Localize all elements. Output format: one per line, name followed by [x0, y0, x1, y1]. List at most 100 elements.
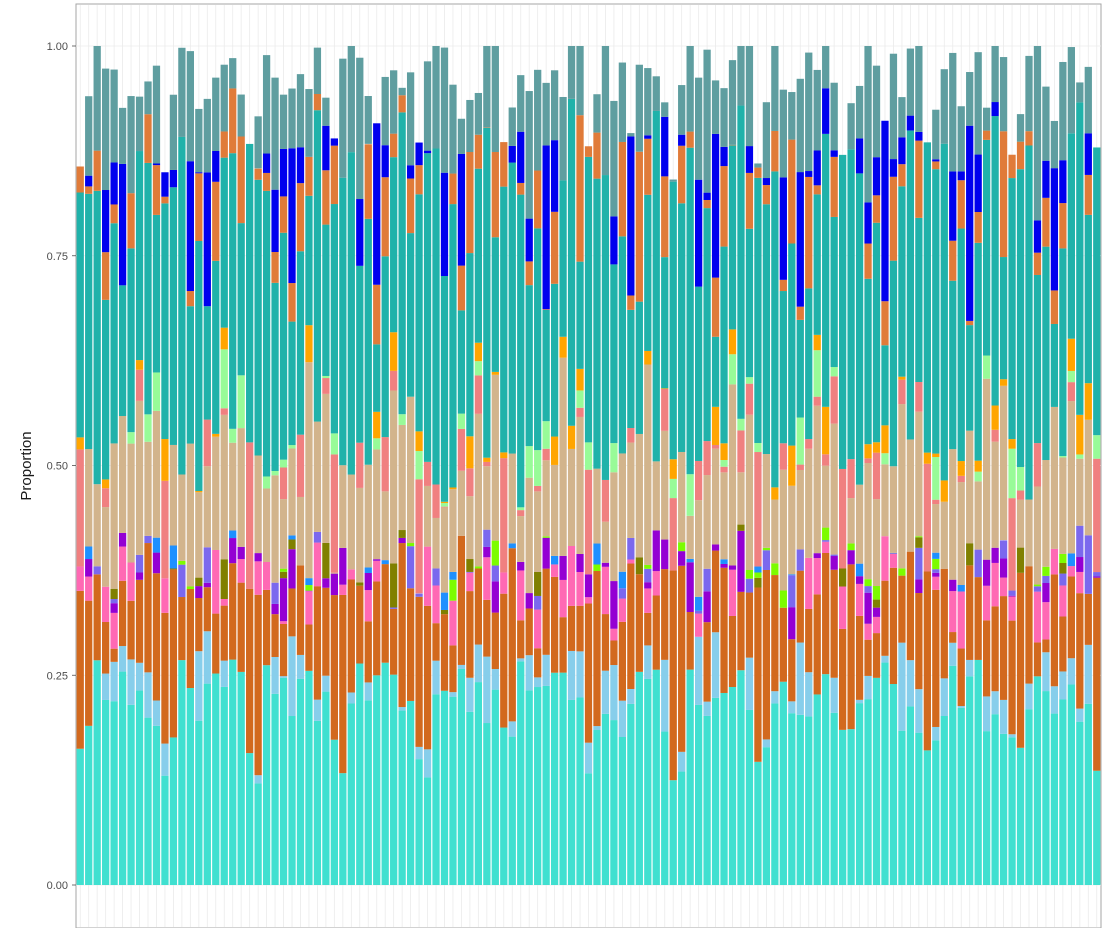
bar-segment	[1050, 406, 1059, 549]
bar-segment	[110, 603, 118, 613]
bar-segment	[398, 710, 406, 885]
bar-segment	[542, 309, 550, 422]
bar-segment	[805, 439, 813, 449]
bar-segment	[796, 464, 804, 470]
bar-segment	[661, 659, 669, 732]
bar-segment	[390, 70, 398, 134]
bar-segment	[601, 670, 610, 714]
bar-segment	[864, 278, 872, 445]
bar-segment	[644, 350, 652, 365]
bar-segment	[508, 107, 516, 146]
bar-segment	[517, 131, 525, 183]
bar-segment	[745, 578, 754, 593]
bar-segment	[262, 589, 271, 666]
bar-segment	[932, 504, 940, 553]
bar-segment	[415, 593, 423, 597]
bar-segment	[534, 609, 542, 649]
bar-segment	[398, 95, 406, 113]
bar-segment	[525, 477, 533, 594]
bar-segment	[169, 187, 178, 445]
bar-segment	[373, 438, 381, 450]
bar-segment	[432, 46, 440, 149]
bar-segment	[390, 390, 398, 564]
bar-segment	[728, 354, 737, 385]
bar-segment	[1076, 557, 1084, 572]
bar-segment	[347, 152, 355, 475]
bar-segment	[635, 433, 643, 558]
bar-segment	[991, 562, 999, 607]
bar-segment	[432, 148, 440, 485]
bar-segment	[872, 633, 881, 678]
bar-segment	[618, 62, 627, 142]
bar-segment	[855, 703, 864, 885]
bar-segment	[940, 143, 948, 481]
bar-segment	[906, 48, 915, 116]
bar-segment	[373, 284, 381, 345]
bar-segment	[864, 675, 872, 700]
bar-stack	[1059, 61, 1067, 885]
bar-segment	[805, 171, 813, 177]
bar-segment	[279, 677, 288, 885]
bar-segment	[212, 77, 220, 151]
bar-segment	[661, 176, 669, 258]
bar-segment	[474, 566, 483, 569]
bar-segment	[796, 78, 804, 173]
bar-segment	[508, 543, 516, 549]
bar-segment	[898, 137, 906, 165]
bar-stack	[127, 96, 135, 885]
bar-segment	[483, 723, 491, 885]
bar-segment	[305, 591, 313, 625]
bar-segment	[932, 576, 940, 590]
bar-segment	[762, 739, 771, 748]
bar-segment	[356, 487, 364, 583]
bar-stack	[940, 69, 948, 885]
bar-segment	[999, 131, 1008, 258]
bar-segment	[694, 636, 703, 705]
bar-segment	[390, 608, 398, 675]
bar-segment	[440, 506, 449, 508]
bar-segment	[796, 570, 804, 643]
bar-segment	[771, 130, 779, 172]
bar-segment	[1084, 593, 1092, 645]
bar-segment	[118, 546, 127, 581]
bar-segment	[517, 658, 525, 662]
bar-stack	[525, 91, 533, 885]
bar-segment	[195, 108, 203, 173]
bar-segment	[296, 147, 305, 184]
bar-segment	[1016, 499, 1025, 548]
bar-segment	[1059, 61, 1067, 161]
bar-segment	[1084, 66, 1092, 134]
bar-stack	[110, 69, 118, 885]
bar-segment	[381, 256, 389, 438]
bar-segment	[1025, 709, 1033, 885]
bar-segment	[991, 102, 999, 117]
bar-segment	[152, 537, 161, 553]
bar-segment	[694, 500, 703, 597]
bar-segment	[102, 68, 110, 191]
bar-segment	[118, 285, 127, 417]
bar-segment	[601, 46, 610, 176]
bar-segment	[474, 342, 483, 362]
bar-segment	[457, 310, 466, 414]
bar-segment	[144, 543, 152, 673]
bar-segment	[254, 783, 262, 885]
bar-segment	[203, 306, 211, 420]
bar-segment	[85, 546, 93, 560]
bar-segment	[618, 700, 627, 737]
bar-segment	[534, 687, 542, 885]
bar-segment	[728, 329, 737, 355]
bar-segment	[127, 96, 135, 194]
bar-segment	[534, 170, 542, 229]
bar-segment	[305, 585, 313, 591]
bar-segment	[195, 240, 203, 492]
bar-segment	[728, 687, 737, 885]
bar-segment	[720, 88, 728, 147]
bar-segment	[152, 65, 161, 164]
bar-segment	[805, 672, 813, 717]
bar-segment	[296, 183, 305, 252]
bar-segment	[788, 575, 796, 608]
bar-segment	[322, 578, 330, 588]
bar-segment	[872, 499, 881, 587]
bar-segment	[737, 105, 745, 419]
bar-stack	[839, 154, 847, 885]
